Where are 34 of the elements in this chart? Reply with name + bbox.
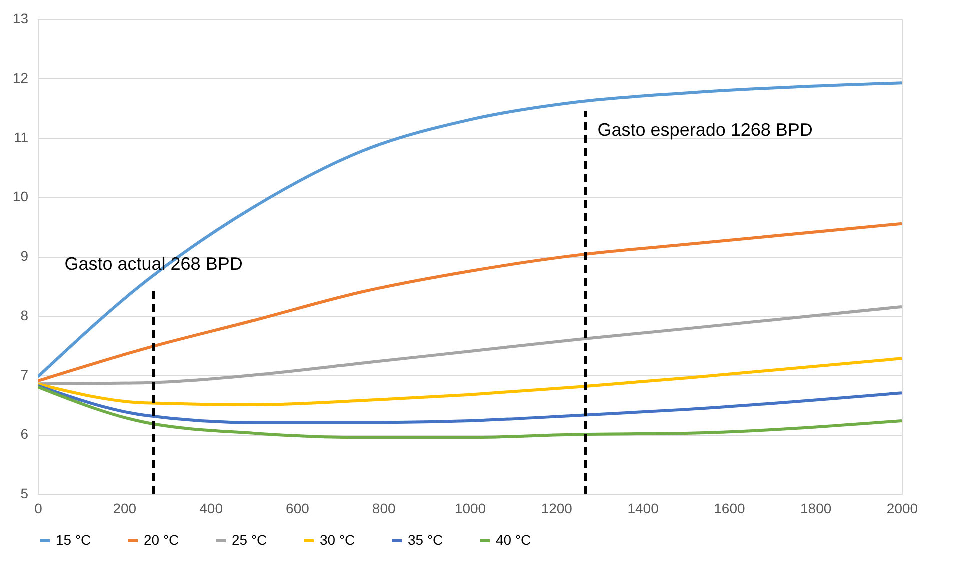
x-tick-label: 400 <box>200 500 224 516</box>
ref-line-label: Gasto esperado 1268 BPD <box>598 120 813 140</box>
legend-label: 35 °C <box>408 532 444 548</box>
x-tick-label: 1000 <box>454 500 486 516</box>
y-tick-label: 13 <box>12 10 29 26</box>
x-tick-label: 1800 <box>800 500 832 516</box>
x-tick-label: 200 <box>113 500 137 516</box>
legend-label: 25 °C <box>232 532 268 548</box>
x-tick-label: 1400 <box>628 500 660 516</box>
legend-label: 15 °C <box>56 532 92 548</box>
y-tick-label: 7 <box>20 366 29 383</box>
y-tick-label: 8 <box>20 307 29 324</box>
line-series <box>38 305 902 386</box>
y-tick-label: 12 <box>12 70 29 86</box>
y-tick-label: 5 <box>20 486 29 502</box>
y-tick-label: 11 <box>14 129 29 146</box>
legend-label: 40 °C <box>496 532 532 548</box>
y-tick-label: 10 <box>12 188 29 205</box>
legend-label: 20 °C <box>144 532 180 548</box>
line-series <box>38 386 902 440</box>
line-series <box>38 384 902 424</box>
x-tick-label: 600 <box>286 500 310 516</box>
ref-line-label: Gasto actual 268 BPD <box>64 254 243 274</box>
line-series <box>38 357 902 406</box>
legend-label: 30 °C <box>320 532 356 548</box>
line-series <box>38 222 902 383</box>
y-tick-label: 9 <box>20 248 29 264</box>
x-tick-label: 0 <box>34 500 43 516</box>
x-tick-label: 1200 <box>541 500 573 516</box>
x-tick-label: 1600 <box>714 500 746 516</box>
y-tick-label: 6 <box>20 426 29 442</box>
x-tick-label: 800 <box>372 500 396 516</box>
line-series <box>38 82 902 379</box>
x-tick-label: 2000 <box>886 500 918 516</box>
